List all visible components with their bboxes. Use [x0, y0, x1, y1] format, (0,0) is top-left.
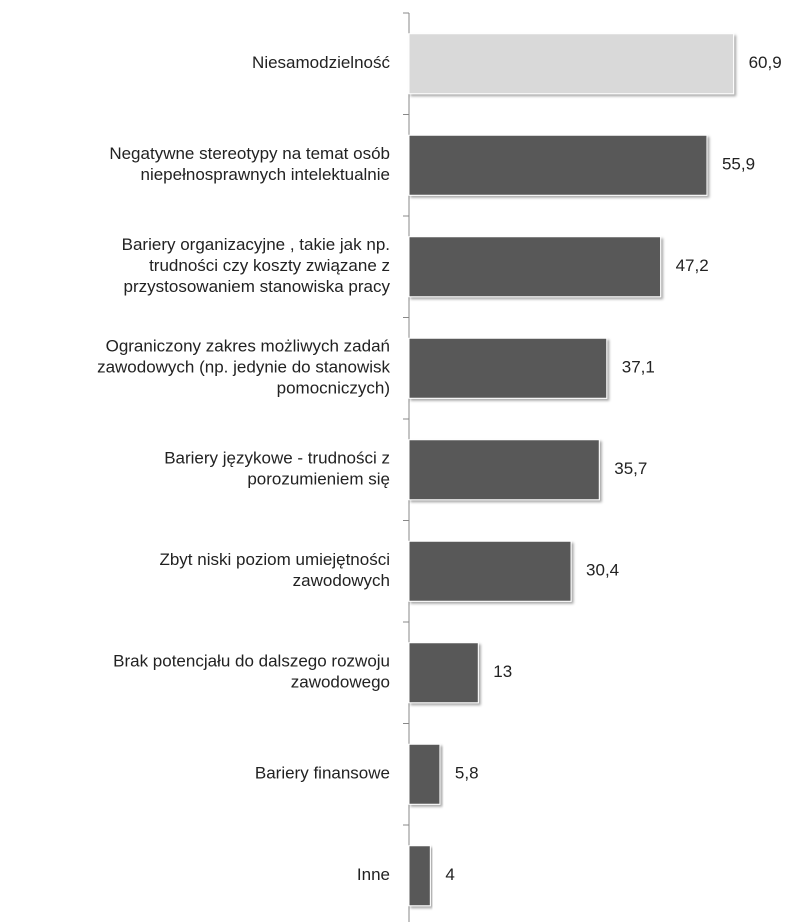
- category-label: Niesamodzielność: [252, 53, 390, 72]
- bar: [408, 33, 735, 95]
- category-line: Bariery językowe - trudności z: [164, 449, 390, 468]
- value-label: 5,8: [455, 764, 479, 783]
- bar: [408, 134, 708, 196]
- value-label: 35,7: [614, 459, 647, 478]
- value-label: 13: [493, 662, 512, 681]
- category-line: Brak potencjału do dalszego rozwoju: [113, 652, 390, 671]
- category-label: Inne: [357, 865, 390, 884]
- category-line: Bariery finansowe: [255, 764, 390, 783]
- bar: [408, 439, 600, 501]
- value-label: 55,9: [722, 155, 755, 174]
- category-line: niepełnosprawnych intelektualnie: [141, 165, 391, 184]
- category-label: Bariery finansowe: [255, 764, 390, 783]
- category-label: Brak potencjału do dalszego rozwoju zawod…: [113, 652, 390, 692]
- category-label: Bariery językowe - trudności z porozumien…: [164, 449, 390, 489]
- category-label: Bariery organizacyjne , takie jak np. tru…: [122, 235, 391, 296]
- value-label: 4: [445, 865, 454, 884]
- category-line: zawodowego: [291, 673, 390, 692]
- category-line: Inne: [357, 865, 390, 884]
- category-label: Ograniczony zakres możliwych zadań zawodo…: [97, 337, 390, 398]
- bar: [408, 236, 662, 298]
- category-line: porozumieniem się: [247, 470, 390, 489]
- bar: [408, 642, 479, 704]
- category-line: Niesamodzielność: [252, 53, 390, 72]
- value-label: 47,2: [676, 256, 709, 275]
- category-line: Negatywne stereotypy na temat osób: [109, 144, 390, 163]
- value-label: 37,1: [622, 358, 655, 377]
- bar: [408, 337, 608, 399]
- bar: [408, 743, 441, 805]
- category-line: Bariery organizacyjne , takie jak np.: [122, 235, 390, 254]
- category-line: Ograniczony zakres możliwych zadań: [106, 337, 390, 356]
- category-line: zawodowych: [293, 571, 390, 590]
- category-line: zawodowych (np. jedynie do stanowisk: [97, 358, 390, 377]
- bar: [408, 540, 572, 602]
- value-label: 60,9: [749, 53, 782, 72]
- bar: [408, 845, 431, 907]
- category-label: Negatywne stereotypy na temat osób niepeł…: [109, 144, 390, 184]
- category-label: Zbyt niski poziom umiejętności zawodowych: [159, 550, 390, 590]
- category-line: Zbyt niski poziom umiejętności: [159, 550, 390, 569]
- category-line: przystosowaniem stanowiska pracy: [124, 277, 391, 296]
- category-line: trudności czy koszty związane z: [149, 256, 390, 275]
- category-line: pomocniczych): [277, 379, 390, 398]
- value-label: 30,4: [586, 561, 619, 580]
